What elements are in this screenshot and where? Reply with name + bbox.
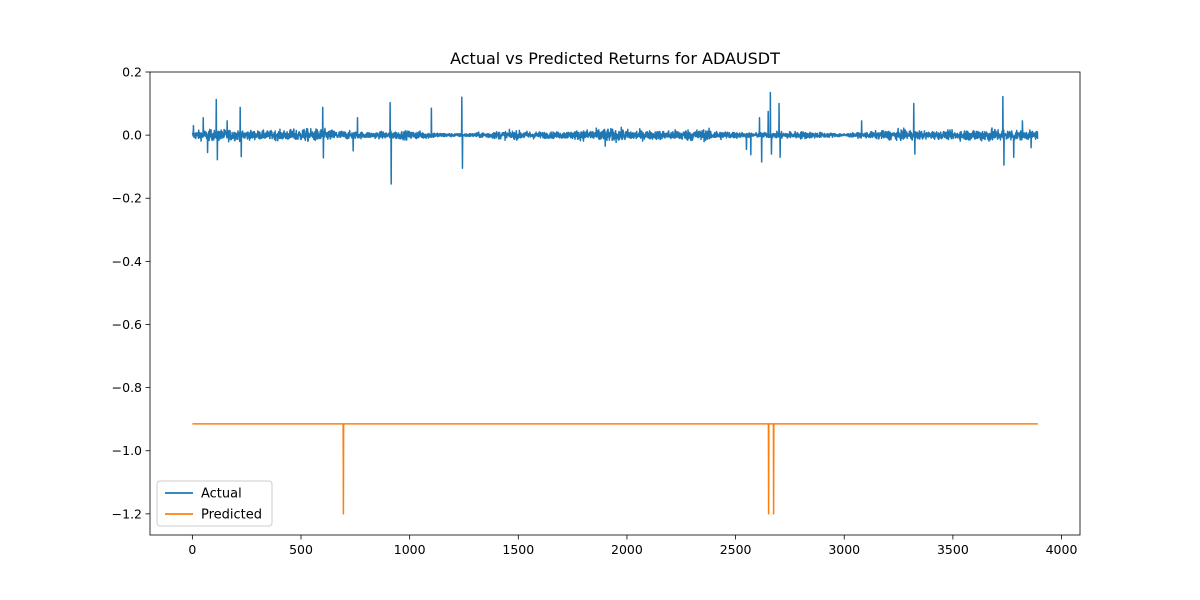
legend-label-actual: Actual [201, 487, 242, 502]
legend: Actual Predicted [156, 480, 273, 527]
x-tick-label: 2500 [720, 542, 752, 557]
y-tick-label: −0.8 [112, 380, 142, 395]
x-tick-label: 3000 [828, 542, 860, 557]
series-line-actual [191, 91, 1039, 185]
axes-frame [149, 71, 1081, 536]
y-tick-label: −0.2 [112, 191, 142, 206]
legend-label-predicted: Predicted [201, 508, 262, 523]
y-tick-label: −0.6 [112, 317, 142, 332]
x-tick-label: 4000 [1046, 542, 1078, 557]
y-tick-label: −0.4 [112, 254, 142, 269]
x-tick-label: 1000 [394, 542, 426, 557]
y-tick-label: −1.2 [112, 506, 142, 521]
y-tick-label: 0.0 [122, 128, 142, 143]
axes: 0 500 1000 1500 2000 2500 3000 3500 4000 0.2 0.0 −0… [112, 65, 1081, 557]
y-tick-label: −1.0 [112, 443, 142, 458]
plot-area [191, 91, 1039, 515]
x-tick-label: 3500 [937, 542, 969, 557]
x-tick-label: 1500 [502, 542, 534, 557]
x-tick-label: 2000 [611, 542, 643, 557]
chart-title: Actual vs Predicted Returns for ADAUSDT [450, 49, 780, 68]
x-tick-label: 0 [188, 542, 196, 557]
x-tick-label: 500 [289, 542, 313, 557]
series-line-predicted [191, 423, 1039, 515]
y-tick-label: 0.2 [122, 65, 142, 80]
